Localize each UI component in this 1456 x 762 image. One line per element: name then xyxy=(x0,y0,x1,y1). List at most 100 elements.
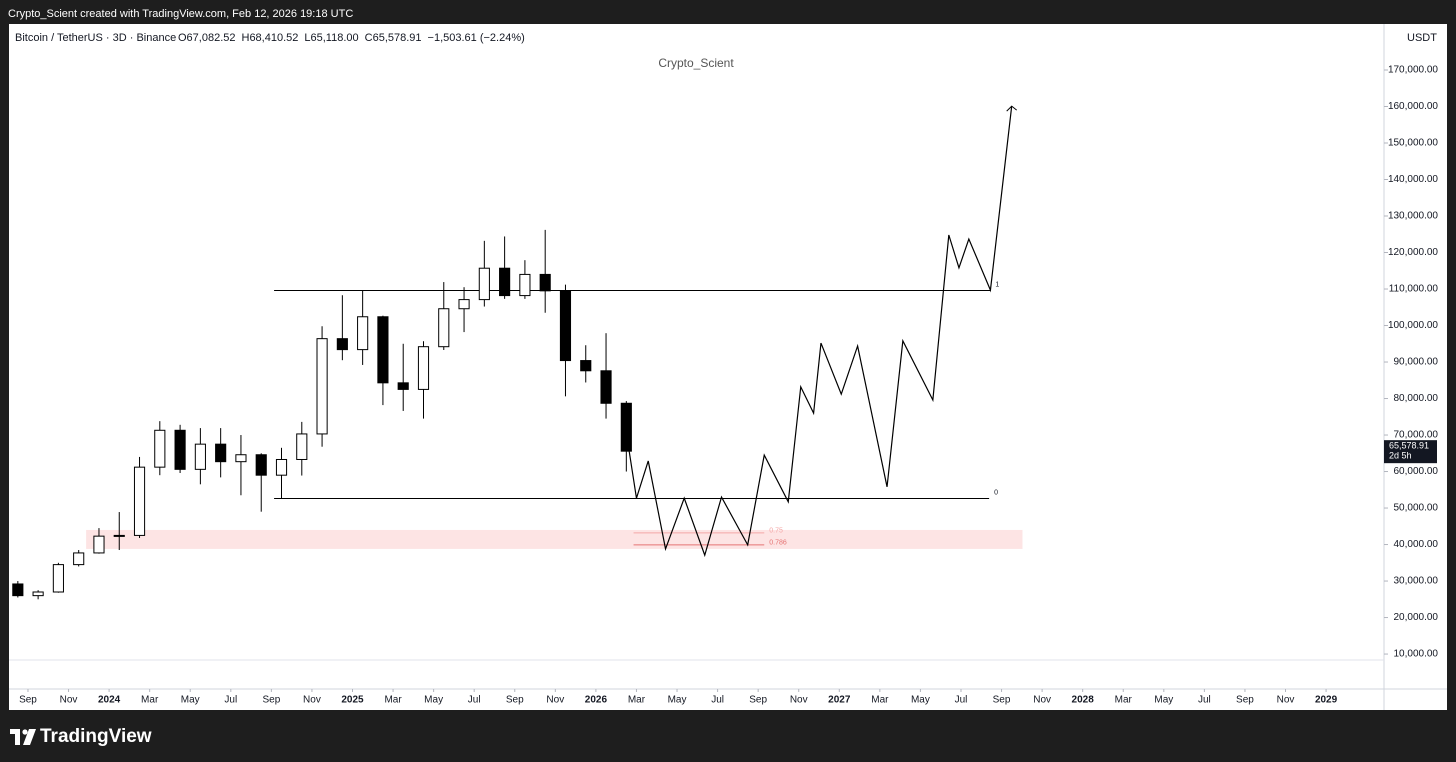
x-tick-label: Sep xyxy=(749,695,767,706)
x-tick-label: May xyxy=(1154,695,1173,706)
candle-body xyxy=(478,267,490,301)
candle-body xyxy=(519,273,531,297)
y-tick-label: 120,000.00 xyxy=(1388,247,1438,258)
candle-body xyxy=(357,316,369,351)
candle-body xyxy=(12,583,24,597)
x-tick-label: 2024 xyxy=(98,695,121,706)
ohlc-text: O67,082.52 xyxy=(178,32,236,44)
candle-body xyxy=(499,267,511,297)
x-tick-label: May xyxy=(181,695,200,706)
candle-body xyxy=(336,338,348,351)
x-tick-label: Mar xyxy=(141,695,159,706)
candle-body xyxy=(458,299,470,310)
x-tick-label: Sep xyxy=(993,695,1011,706)
candle-body xyxy=(113,534,125,537)
x-tick-label: 2029 xyxy=(1315,695,1338,706)
y-tick-label: 70,000.00 xyxy=(1394,430,1439,441)
x-tick-label: 2027 xyxy=(828,695,851,706)
y-tick-label: 60,000.00 xyxy=(1394,466,1439,477)
y-tick-label: 20,000.00 xyxy=(1394,612,1439,623)
x-tick-label: Nov xyxy=(60,695,78,706)
candle-body xyxy=(397,382,409,390)
x-tick-label: Mar xyxy=(1115,695,1133,706)
currency: USDT xyxy=(1407,32,1437,44)
candle-body xyxy=(32,591,44,597)
y-tick-label: 160,000.00 xyxy=(1388,101,1438,112)
candle-body xyxy=(296,433,308,460)
y-tick-label: 130,000.00 xyxy=(1388,211,1438,222)
y-tick-label: 90,000.00 xyxy=(1394,357,1439,368)
level-label: 0 xyxy=(994,489,998,496)
y-tick-label: 40,000.00 xyxy=(1394,539,1439,550)
candle-body xyxy=(93,535,105,554)
y-tick-label: 110,000.00 xyxy=(1389,284,1439,295)
x-tick-label: Sep xyxy=(19,695,37,706)
x-tick-label: Mar xyxy=(628,695,646,706)
ohlc-text: −1,503.61 (−2.24%) xyxy=(428,32,525,44)
candle-body xyxy=(275,458,288,476)
candle-body xyxy=(580,360,592,372)
chart-panel xyxy=(9,24,1447,710)
candle-body xyxy=(559,290,572,362)
y-tick-label: 10,000.00 xyxy=(1394,649,1439,660)
x-tick-label: Sep xyxy=(506,695,524,706)
ohlc-text: L65,118.00 xyxy=(304,32,358,44)
price-tag xyxy=(1384,440,1437,464)
x-tick-label: Jul xyxy=(711,695,724,706)
x-tick-label: Nov xyxy=(303,695,321,706)
candle-body xyxy=(377,316,389,384)
candle-body xyxy=(255,454,267,476)
ohlc-text: C65,578.91 xyxy=(365,32,422,44)
x-tick-label: May xyxy=(424,695,443,706)
brand: TradingView xyxy=(40,726,152,747)
candle-body xyxy=(133,466,146,536)
x-tick-label: Nov xyxy=(546,695,564,706)
fib-label: 0.75 xyxy=(769,528,783,535)
y-tick-label: 140,000.00 xyxy=(1388,174,1438,185)
candle-body xyxy=(417,346,430,390)
y-tick-label: 100,000.00 xyxy=(1388,320,1438,331)
candle-body xyxy=(539,273,551,292)
x-tick-label: Jul xyxy=(1198,695,1211,706)
x-tick-label: Jul xyxy=(224,695,237,706)
projection-arrow xyxy=(1006,105,1018,112)
x-tick-label: Nov xyxy=(790,695,808,706)
logo xyxy=(10,729,36,745)
price-tag-value: 65,578.91 xyxy=(1389,441,1429,451)
x-tick-label: Jul xyxy=(468,695,481,706)
y-tick-label: 30,000.00 xyxy=(1394,576,1439,587)
candle-body xyxy=(154,429,166,468)
x-tick-label: Nov xyxy=(1277,695,1295,706)
x-tick-label: Mar xyxy=(384,695,402,706)
x-tick-label: 2025 xyxy=(341,695,364,706)
x-tick-label: Jul xyxy=(955,695,968,706)
ohlc-text: H68,410.52 xyxy=(242,32,299,44)
price-tag-countdown: 2d 5h xyxy=(1389,451,1412,461)
x-tick-label: 2028 xyxy=(1072,695,1095,706)
candle-body xyxy=(215,443,227,463)
candle-body xyxy=(73,552,85,566)
y-tick-label: 50,000.00 xyxy=(1394,503,1439,514)
x-tick-label: May xyxy=(911,695,930,706)
credit: Crypto_Scient created with TradingView.c… xyxy=(8,8,353,20)
x-tick-label: Mar xyxy=(871,695,889,706)
x-tick-label: Sep xyxy=(1236,695,1254,706)
candle-body xyxy=(620,402,632,452)
symbol: Bitcoin / TetherUS · 3D · Binance xyxy=(15,32,176,44)
x-tick-label: Nov xyxy=(1033,695,1051,706)
y-tick-label: 170,000.00 xyxy=(1388,65,1438,76)
candle-body xyxy=(235,454,247,463)
zone xyxy=(86,529,1023,549)
projection-line xyxy=(628,106,1013,558)
candle-body xyxy=(174,429,186,470)
watermark: Crypto_Scient xyxy=(658,56,734,70)
candle-body xyxy=(316,338,328,435)
candle-body xyxy=(600,370,612,404)
x-tick-label: 2026 xyxy=(585,695,608,706)
candle-body xyxy=(194,443,206,470)
y-tick-label: 150,000.00 xyxy=(1388,138,1438,149)
fib-label: 0.786 xyxy=(769,540,787,547)
candle-body xyxy=(52,564,64,593)
